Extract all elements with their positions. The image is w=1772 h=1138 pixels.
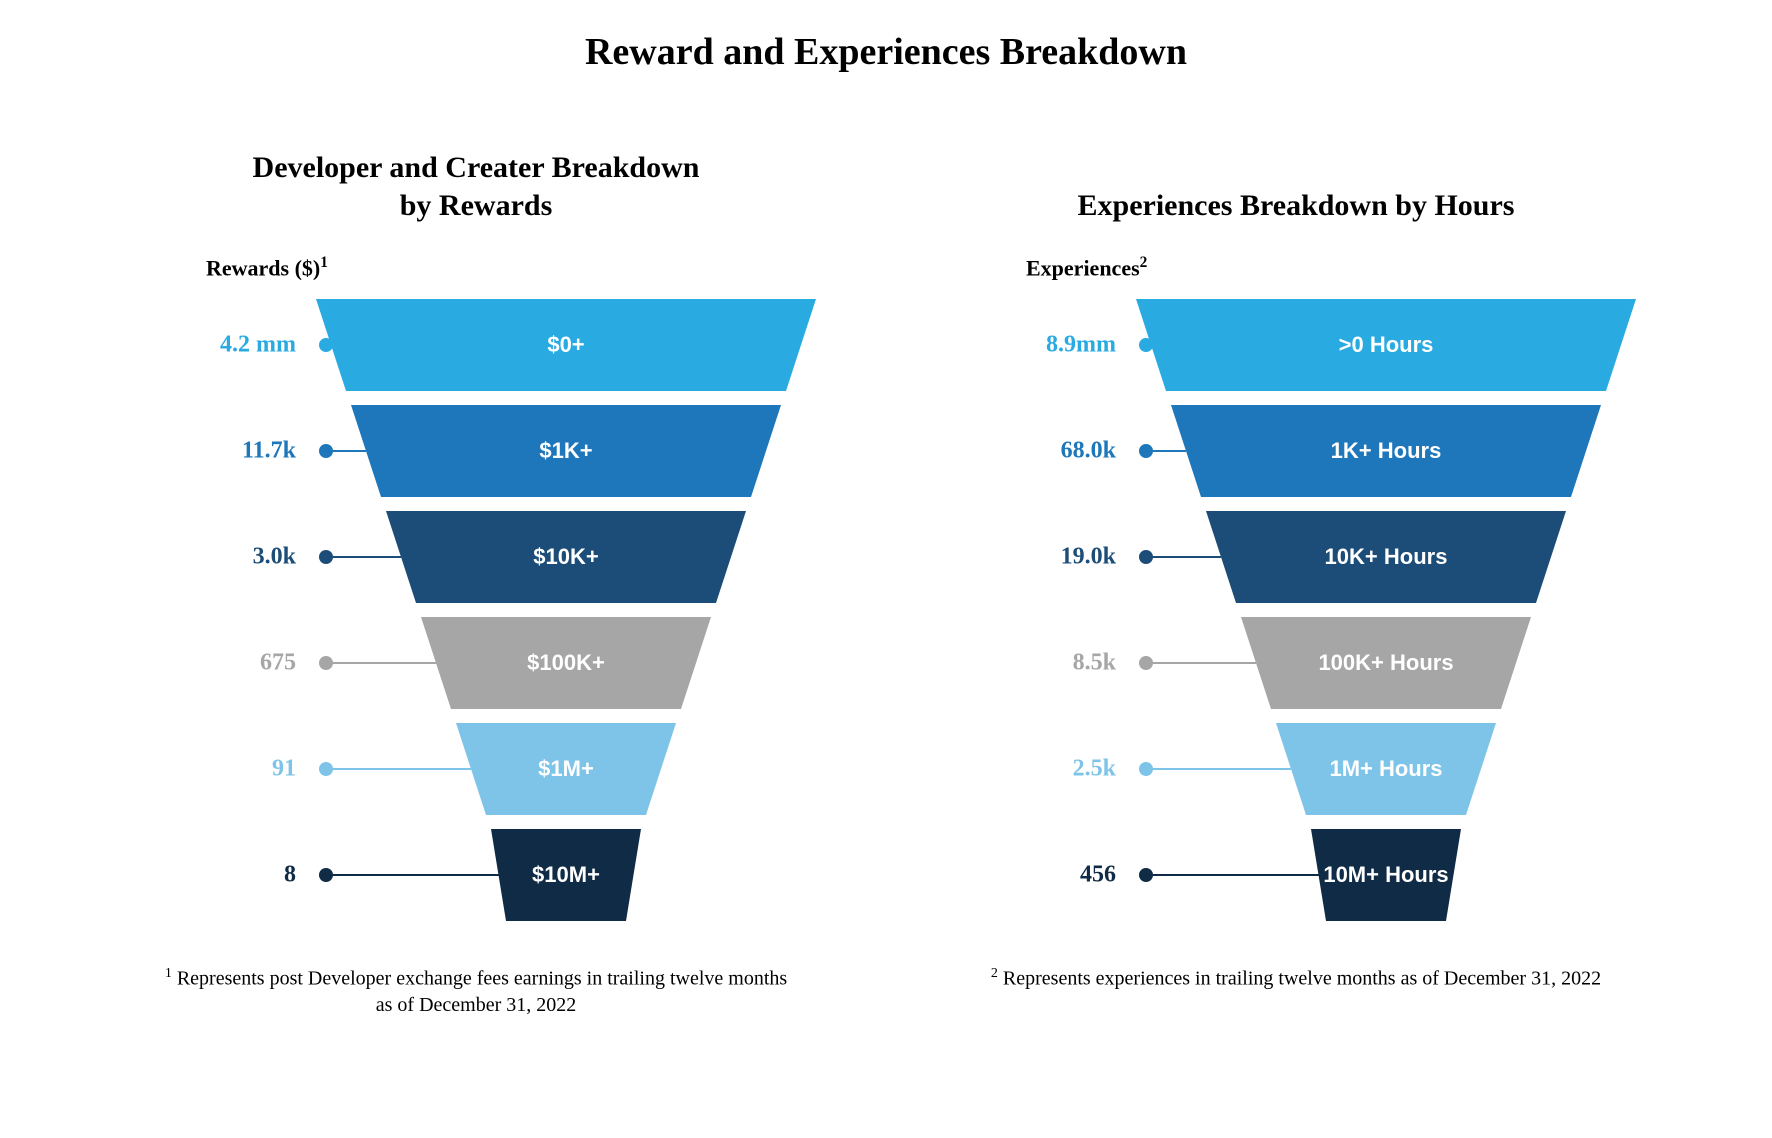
funnel-row: 19.0k 10K+ Hours bbox=[946, 511, 1646, 603]
page-root: Reward and Experiences Breakdown Develop… bbox=[0, 0, 1772, 1138]
funnel-chart: 4.2 mm $0+ 11.7k $1K+ 3.0k $10K+ 675 $100K+ 91 $1… bbox=[126, 299, 826, 935]
funnel-value-label: 11.7k bbox=[242, 438, 296, 465]
charts-row: Developer and Creater Breakdownby Reward… bbox=[0, 144, 1772, 1018]
funnel-chart: 8.9mm >0 Hours 68.0k 1K+ Hours 19.0k 10K+ Hou… bbox=[946, 299, 1646, 935]
funnel-segment-label: $10K+ bbox=[533, 544, 598, 570]
funnel-segment: 100K+ Hours bbox=[1241, 617, 1531, 709]
funnel-segment-label: $1M+ bbox=[538, 756, 594, 782]
funnel-value-label: 68.0k bbox=[1061, 438, 1116, 465]
chart-title: Experiences Breakdown by Hours bbox=[1078, 144, 1515, 224]
connector-line bbox=[326, 768, 471, 770]
funnel-value-label: 19.0k bbox=[1061, 544, 1116, 571]
funnel-row: 675 $100K+ bbox=[126, 617, 826, 709]
connector-line bbox=[1146, 662, 1256, 664]
funnel-segment: 1K+ Hours bbox=[1171, 405, 1601, 497]
funnel-segment: $100K+ bbox=[421, 617, 711, 709]
funnel-segment: >0 Hours bbox=[1136, 299, 1636, 391]
funnel-segment-label: 1K+ Hours bbox=[1331, 438, 1442, 464]
funnel-segment: $1M+ bbox=[456, 723, 676, 815]
funnel-segment-label: $10M+ bbox=[532, 862, 600, 888]
funnel-row: 11.7k $1K+ bbox=[126, 405, 826, 497]
funnel-value-label: 8.5k bbox=[1073, 650, 1116, 677]
funnel-segment: $10M+ bbox=[491, 829, 641, 921]
funnel-segment-label: 10K+ Hours bbox=[1325, 544, 1448, 570]
funnel-row: 8.5k 100K+ Hours bbox=[946, 617, 1646, 709]
funnel-value-label: 8 bbox=[284, 862, 296, 889]
funnel-segment-label: >0 Hours bbox=[1339, 332, 1434, 358]
axis-label: Rewards ($)1 bbox=[126, 254, 826, 281]
funnel-value-label: 3.0k bbox=[253, 544, 296, 571]
connector-line bbox=[1146, 768, 1291, 770]
chart-footnote: 2 Represents experiences in trailing twe… bbox=[991, 965, 1601, 992]
funnel-segment-label: 10M+ Hours bbox=[1323, 862, 1448, 888]
funnel-segment: $0+ bbox=[316, 299, 816, 391]
funnel-value-label: 4.2 mm bbox=[220, 332, 296, 359]
funnel-row: 2.5k 1M+ Hours bbox=[946, 723, 1646, 815]
chart-footnote: 1 Represents post Developer exchange fee… bbox=[156, 965, 796, 1018]
funnel-row: 3.0k $10K+ bbox=[126, 511, 826, 603]
funnel-row: 91 $1M+ bbox=[126, 723, 826, 815]
funnel-row: 456 10M+ Hours bbox=[946, 829, 1646, 921]
connector-line bbox=[326, 874, 499, 876]
chart-title: Developer and Creater Breakdownby Reward… bbox=[253, 144, 700, 224]
funnel-segment: 10M+ Hours bbox=[1311, 829, 1461, 921]
funnel-value-label: 2.5k bbox=[1073, 756, 1116, 783]
funnel-segment: $10K+ bbox=[386, 511, 746, 603]
funnel-value-label: 91 bbox=[272, 756, 296, 783]
funnel-segment-label: $1K+ bbox=[539, 438, 592, 464]
funnel-value-label: 456 bbox=[1080, 862, 1116, 889]
chart-column-0: Developer and Creater Breakdownby Reward… bbox=[126, 144, 826, 1018]
funnel-segment-label: 1M+ Hours bbox=[1329, 756, 1442, 782]
funnel-row: 8 $10M+ bbox=[126, 829, 826, 921]
funnel-value-label: 675 bbox=[260, 650, 296, 677]
funnel-segment: 1M+ Hours bbox=[1276, 723, 1496, 815]
funnel-segment: 10K+ Hours bbox=[1206, 511, 1566, 603]
funnel-segment-label: 100K+ Hours bbox=[1318, 650, 1453, 676]
connector-line bbox=[326, 662, 436, 664]
main-title: Reward and Experiences Breakdown bbox=[0, 30, 1772, 74]
funnel-segment-label: $0+ bbox=[547, 332, 584, 358]
funnel-segment: $1K+ bbox=[351, 405, 781, 497]
funnel-value-label: 8.9mm bbox=[1046, 332, 1116, 359]
funnel-segment-label: $100K+ bbox=[527, 650, 605, 676]
axis-label: Experiences2 bbox=[946, 254, 1646, 281]
funnel-row: 4.2 mm $0+ bbox=[126, 299, 826, 391]
funnel-row: 8.9mm >0 Hours bbox=[946, 299, 1646, 391]
funnel-row: 68.0k 1K+ Hours bbox=[946, 405, 1646, 497]
chart-column-1: Experiences Breakdown by Hours Experience… bbox=[946, 144, 1646, 1018]
connector-line bbox=[1146, 874, 1319, 876]
